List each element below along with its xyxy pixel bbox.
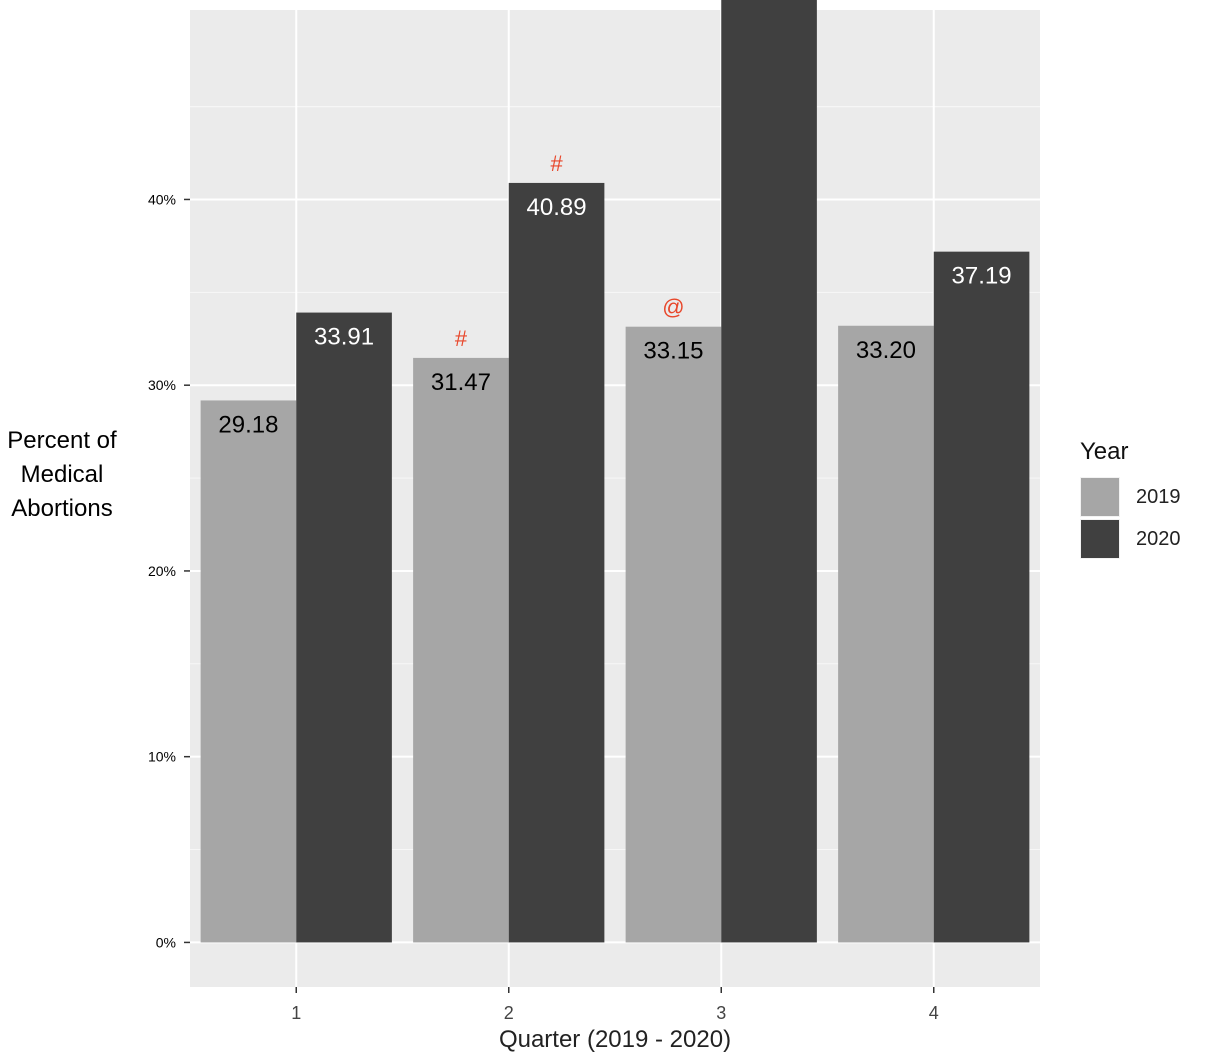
bar-2020-q3 [721, 0, 817, 943]
bar-value-label: 40.89 [527, 194, 587, 221]
bar-value-label: 33.15 [643, 338, 703, 365]
legend-swatch-2019 [1080, 477, 1120, 517]
axes: 0% 10% 20% 30% 40% 1 2 3 4 [148, 191, 939, 1023]
y-axis-title-line-2: Medical [20, 461, 104, 488]
y-tick-label: 10% [148, 749, 176, 765]
bar-2019-q1 [200, 400, 297, 943]
y-axis-title-line-1: Percent of [7, 427, 117, 454]
significance-annotation: # [455, 326, 468, 351]
bar-2020-q2 [508, 182, 605, 943]
bar-value-label: 37.19 [952, 263, 1012, 290]
y-axis-title-line-3: Abortions [11, 495, 113, 522]
data-labels: 29.1831.4733.1533.2033.9140.8953.7037.19… [218, 151, 1012, 439]
bar-value-label: 33.20 [856, 337, 916, 364]
bar-2019-q3 [625, 326, 722, 943]
legend: Year 2019 2020 [1080, 438, 1181, 560]
y-axis-title: Percent of Medical Abortions [0, 424, 124, 526]
legend-label-2020: 2020 [1136, 527, 1181, 550]
x-axis-title: Quarter (2019 - 2020) [498, 1026, 732, 1053]
bar-2020-q4 [933, 251, 1030, 943]
y-tick-label: 0% [156, 934, 176, 950]
significance-annotation: # [550, 151, 563, 176]
y-tick-label: 40% [148, 191, 176, 207]
bar-2020-q1 [296, 312, 392, 943]
x-tick-label: 1 [291, 1003, 301, 1023]
legend-swatch-2020 [1080, 519, 1120, 559]
x-tick-label: 4 [929, 1003, 939, 1023]
legend-label-2019: 2019 [1136, 485, 1181, 508]
bar-2019-q2 [413, 357, 509, 943]
x-tick-label: 2 [504, 1003, 514, 1023]
bar-value-label: 31.47 [431, 369, 491, 396]
legend-item-2020: 2020 [1080, 518, 1181, 560]
y-tick-label: 30% [148, 377, 176, 393]
bar-value-label: 33.91 [314, 324, 374, 351]
y-tick-label: 20% [148, 563, 176, 579]
bar-2019-q4 [838, 325, 934, 943]
x-tick-label: 3 [716, 1003, 726, 1023]
legend-item-2019: 2019 [1080, 476, 1181, 518]
bars [200, 0, 1030, 943]
bar-value-label: 29.18 [218, 411, 278, 438]
significance-annotation: @ [662, 295, 684, 320]
legend-title: Year [1080, 438, 1129, 465]
